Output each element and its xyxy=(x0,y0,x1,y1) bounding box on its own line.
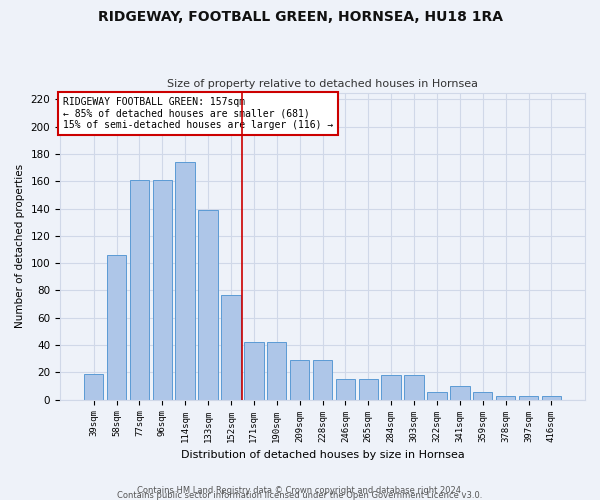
Bar xyxy=(313,360,332,400)
Bar xyxy=(130,180,149,400)
Title: Size of property relative to detached houses in Hornsea: Size of property relative to detached ho… xyxy=(167,79,478,89)
Bar xyxy=(519,396,538,400)
Text: Contains HM Land Registry data © Crown copyright and database right 2024.: Contains HM Land Registry data © Crown c… xyxy=(137,486,463,495)
Bar xyxy=(175,162,195,400)
Bar xyxy=(290,360,310,400)
Bar xyxy=(382,375,401,400)
Bar xyxy=(473,392,493,400)
Bar xyxy=(221,294,241,400)
Bar xyxy=(244,342,263,400)
Bar xyxy=(450,386,470,400)
Bar xyxy=(427,392,446,400)
Bar xyxy=(335,379,355,400)
Bar xyxy=(107,255,126,400)
Bar xyxy=(267,342,286,400)
Bar xyxy=(359,379,378,400)
Bar xyxy=(84,374,103,400)
Text: RIDGEWAY, FOOTBALL GREEN, HORNSEA, HU18 1RA: RIDGEWAY, FOOTBALL GREEN, HORNSEA, HU18 … xyxy=(97,10,503,24)
Bar xyxy=(152,180,172,400)
Bar xyxy=(542,396,561,400)
Text: RIDGEWAY FOOTBALL GREEN: 157sqm
← 85% of detached houses are smaller (681)
15% o: RIDGEWAY FOOTBALL GREEN: 157sqm ← 85% of… xyxy=(62,97,333,130)
Bar xyxy=(404,375,424,400)
Bar xyxy=(496,396,515,400)
X-axis label: Distribution of detached houses by size in Hornsea: Distribution of detached houses by size … xyxy=(181,450,464,460)
Y-axis label: Number of detached properties: Number of detached properties xyxy=(15,164,25,328)
Bar xyxy=(199,210,218,400)
Text: Contains public sector information licensed under the Open Government Licence v3: Contains public sector information licen… xyxy=(118,491,482,500)
